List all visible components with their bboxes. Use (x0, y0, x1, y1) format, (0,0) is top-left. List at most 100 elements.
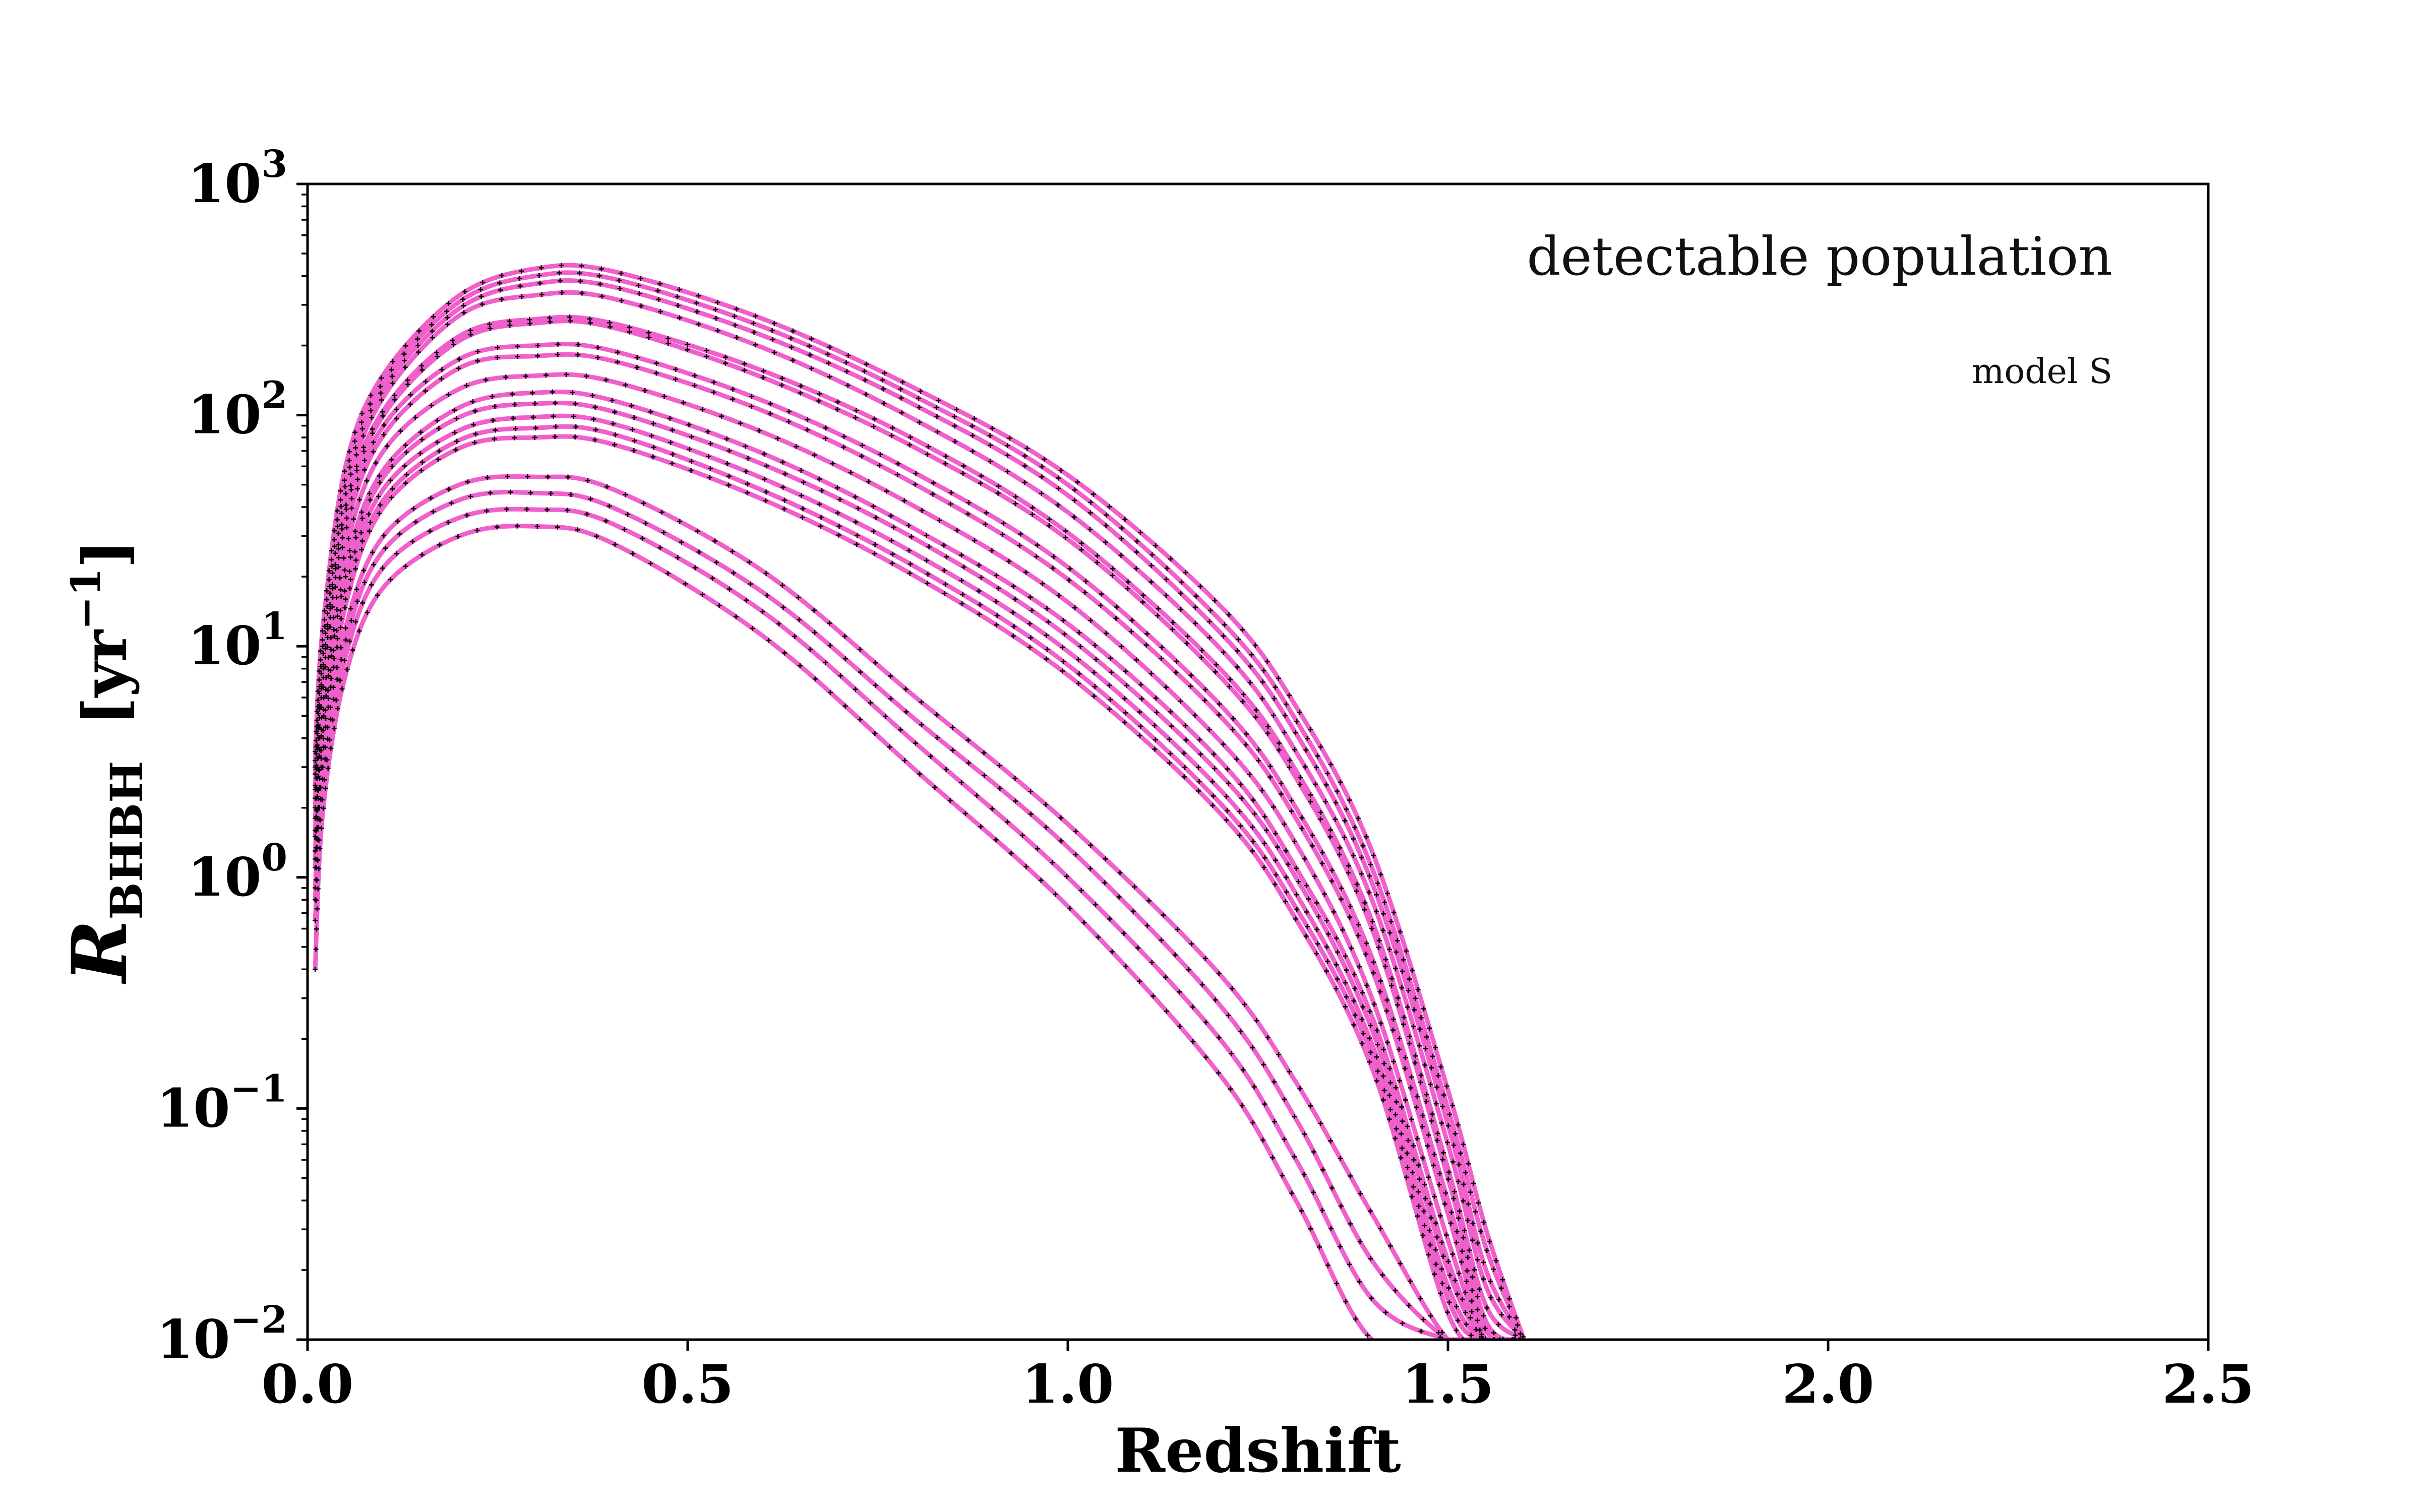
data-point-marker (568, 492, 574, 497)
data-point-marker (455, 534, 461, 539)
data-point-marker (608, 324, 613, 330)
data-point-marker (1261, 841, 1267, 846)
data-point-marker (612, 409, 618, 415)
data-point-marker (1195, 765, 1201, 770)
data-point-marker (1521, 1337, 1526, 1340)
data-point-marker (1401, 1022, 1406, 1027)
data-point-marker (1153, 543, 1159, 548)
data-point-marker (407, 402, 413, 407)
data-point-marker (1311, 1149, 1317, 1155)
data-point-marker (632, 438, 637, 444)
data-point-marker (1249, 652, 1254, 658)
data-point-marker (1433, 1247, 1438, 1252)
data-point-marker (1305, 736, 1310, 741)
data-point-marker (935, 429, 940, 434)
data-point-marker (1328, 1138, 1334, 1144)
data-point-marker (1464, 1268, 1470, 1274)
data-point-marker (988, 459, 993, 464)
data-point-marker (1264, 659, 1270, 664)
data-point-marker (1038, 877, 1044, 883)
data-point-marker (854, 541, 860, 547)
data-point-marker (1020, 833, 1025, 838)
data-point-marker (1260, 679, 1265, 685)
data-point-marker (762, 476, 767, 482)
data-point-marker (1455, 1318, 1461, 1324)
data-point-marker (1091, 491, 1096, 497)
data-point-marker (379, 397, 384, 403)
data-point-marker (411, 506, 416, 512)
data-point-marker (585, 478, 590, 483)
data-point-marker (738, 420, 743, 426)
data-point-marker (1417, 1176, 1422, 1182)
data-point-marker (1247, 772, 1252, 777)
data-point-marker (1328, 762, 1334, 767)
data-point-marker (389, 373, 395, 379)
data-point-marker (326, 568, 332, 574)
data-point-marker (1369, 926, 1375, 931)
data-point-marker (1132, 884, 1137, 890)
data-point-marker (398, 428, 403, 434)
data-point-marker (379, 375, 384, 381)
data-point-marker (779, 583, 785, 588)
data-point-marker (338, 624, 343, 630)
data-point-marker (1228, 1086, 1233, 1092)
data-point-marker (435, 439, 440, 445)
data-point-marker (1163, 974, 1169, 980)
data-point-marker (970, 433, 976, 438)
data-point-marker (1163, 593, 1169, 598)
data-point-marker (1369, 919, 1375, 924)
data-point-marker (1055, 502, 1061, 508)
data-point-marker (1397, 1078, 1403, 1084)
data-point-marker (1282, 713, 1288, 718)
data-point-marker (1087, 510, 1093, 516)
data-point-marker (667, 415, 673, 421)
data-point-marker (1299, 1208, 1304, 1214)
data-point-marker (347, 548, 352, 553)
data-point-marker (1229, 986, 1235, 991)
data-point-marker (858, 669, 863, 675)
data-point-marker (1170, 620, 1176, 625)
data-point-marker (1010, 633, 1016, 639)
data-point-marker (768, 401, 773, 407)
data-point-marker (368, 393, 374, 398)
data-point-marker (1164, 1009, 1169, 1014)
data-point-marker (1310, 1189, 1316, 1195)
data-point-marker (429, 322, 435, 328)
data-point-marker (1389, 983, 1395, 988)
data-point-marker (332, 634, 337, 639)
data-point-marker (333, 698, 339, 703)
data-point-marker (1456, 1271, 1462, 1276)
data-point-marker (359, 426, 365, 431)
data-point-marker (817, 501, 822, 507)
data-point-marker (402, 364, 408, 370)
data-point-marker (1212, 766, 1218, 771)
data-point-marker (1292, 1114, 1297, 1119)
data-point-marker (1177, 1024, 1183, 1029)
data-point-marker (761, 368, 766, 374)
data-point-marker (812, 452, 817, 458)
data-point-marker (934, 712, 940, 718)
data-point-marker (1058, 468, 1064, 473)
data-point-marker (490, 394, 495, 399)
data-point-marker (888, 696, 894, 702)
data-point-marker (798, 390, 803, 396)
data-point-marker (685, 347, 690, 353)
data-point-marker (1451, 1189, 1457, 1194)
data-point-marker (1253, 714, 1258, 720)
data-point-marker (1357, 964, 1362, 970)
data-point-marker (1067, 566, 1073, 572)
data-point-marker (1240, 699, 1246, 704)
data-point-marker (1382, 964, 1388, 969)
data-point-marker (615, 349, 621, 355)
data-point-marker (1469, 1298, 1475, 1304)
data-point-marker (801, 479, 806, 485)
data-point-marker (1343, 980, 1348, 985)
data-point-marker (1455, 1291, 1460, 1297)
data-point-marker (1337, 1244, 1343, 1249)
data-point-marker (1362, 907, 1367, 913)
data-point-marker (1252, 643, 1258, 648)
data-point-marker (430, 328, 435, 334)
data-point-marker (1418, 1296, 1423, 1301)
data-point-marker (823, 435, 828, 441)
data-point-marker (324, 757, 330, 763)
